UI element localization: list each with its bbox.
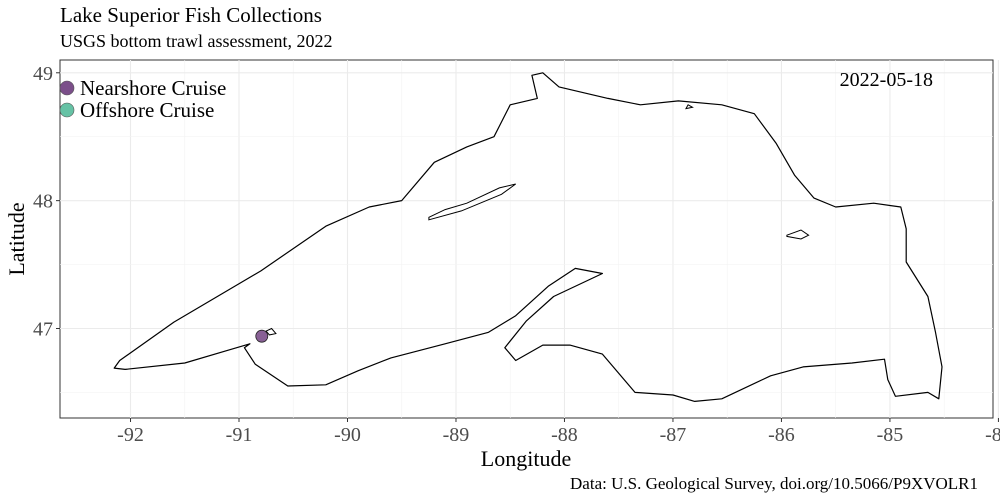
legend-key-offshore	[60, 103, 74, 117]
x-tick-label: -92	[117, 424, 144, 446]
date-label: 2022-05-18	[840, 69, 933, 91]
x-tick-label: -88	[551, 424, 578, 446]
collection-points	[256, 330, 268, 342]
x-tick-label: -84	[985, 424, 1000, 446]
legend-label-offshore: Offshore Cruise	[80, 98, 214, 122]
data-source-caption: Data: U.S. Geological Survey, doi.org/10…	[570, 474, 978, 494]
y-tick-label: 49	[33, 63, 53, 85]
y-tick-label: 47	[33, 319, 53, 341]
y-axis-ticks: 47 48 49	[33, 63, 60, 341]
legend: Nearshore Cruise Offshore Cruise	[60, 76, 226, 122]
collection-point	[256, 330, 268, 342]
legend-key-nearshore	[60, 81, 74, 95]
y-axis-label: Latitude	[4, 202, 29, 275]
x-tick-label: -87	[660, 424, 687, 446]
x-tick-label: -90	[334, 424, 361, 446]
x-tick-label: -86	[768, 424, 795, 446]
y-tick-label: 48	[33, 191, 53, 213]
x-tick-label: -85	[877, 424, 904, 446]
legend-label-nearshore: Nearshore Cruise	[80, 76, 226, 100]
x-axis-label: Longitude	[481, 446, 571, 471]
x-axis-ticks: -92 -91 -90 -89 -88 -87 -86 -85 -84	[117, 418, 1000, 446]
x-tick-label: -89	[443, 424, 470, 446]
x-tick-label: -91	[226, 424, 253, 446]
